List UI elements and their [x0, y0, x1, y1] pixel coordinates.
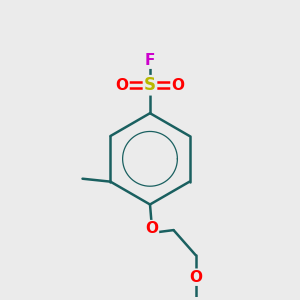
- Text: F: F: [145, 53, 155, 68]
- Text: O: O: [145, 221, 158, 236]
- Text: S: S: [144, 76, 156, 94]
- Text: O: O: [172, 78, 184, 93]
- Text: O: O: [116, 78, 128, 93]
- Text: O: O: [189, 270, 202, 285]
